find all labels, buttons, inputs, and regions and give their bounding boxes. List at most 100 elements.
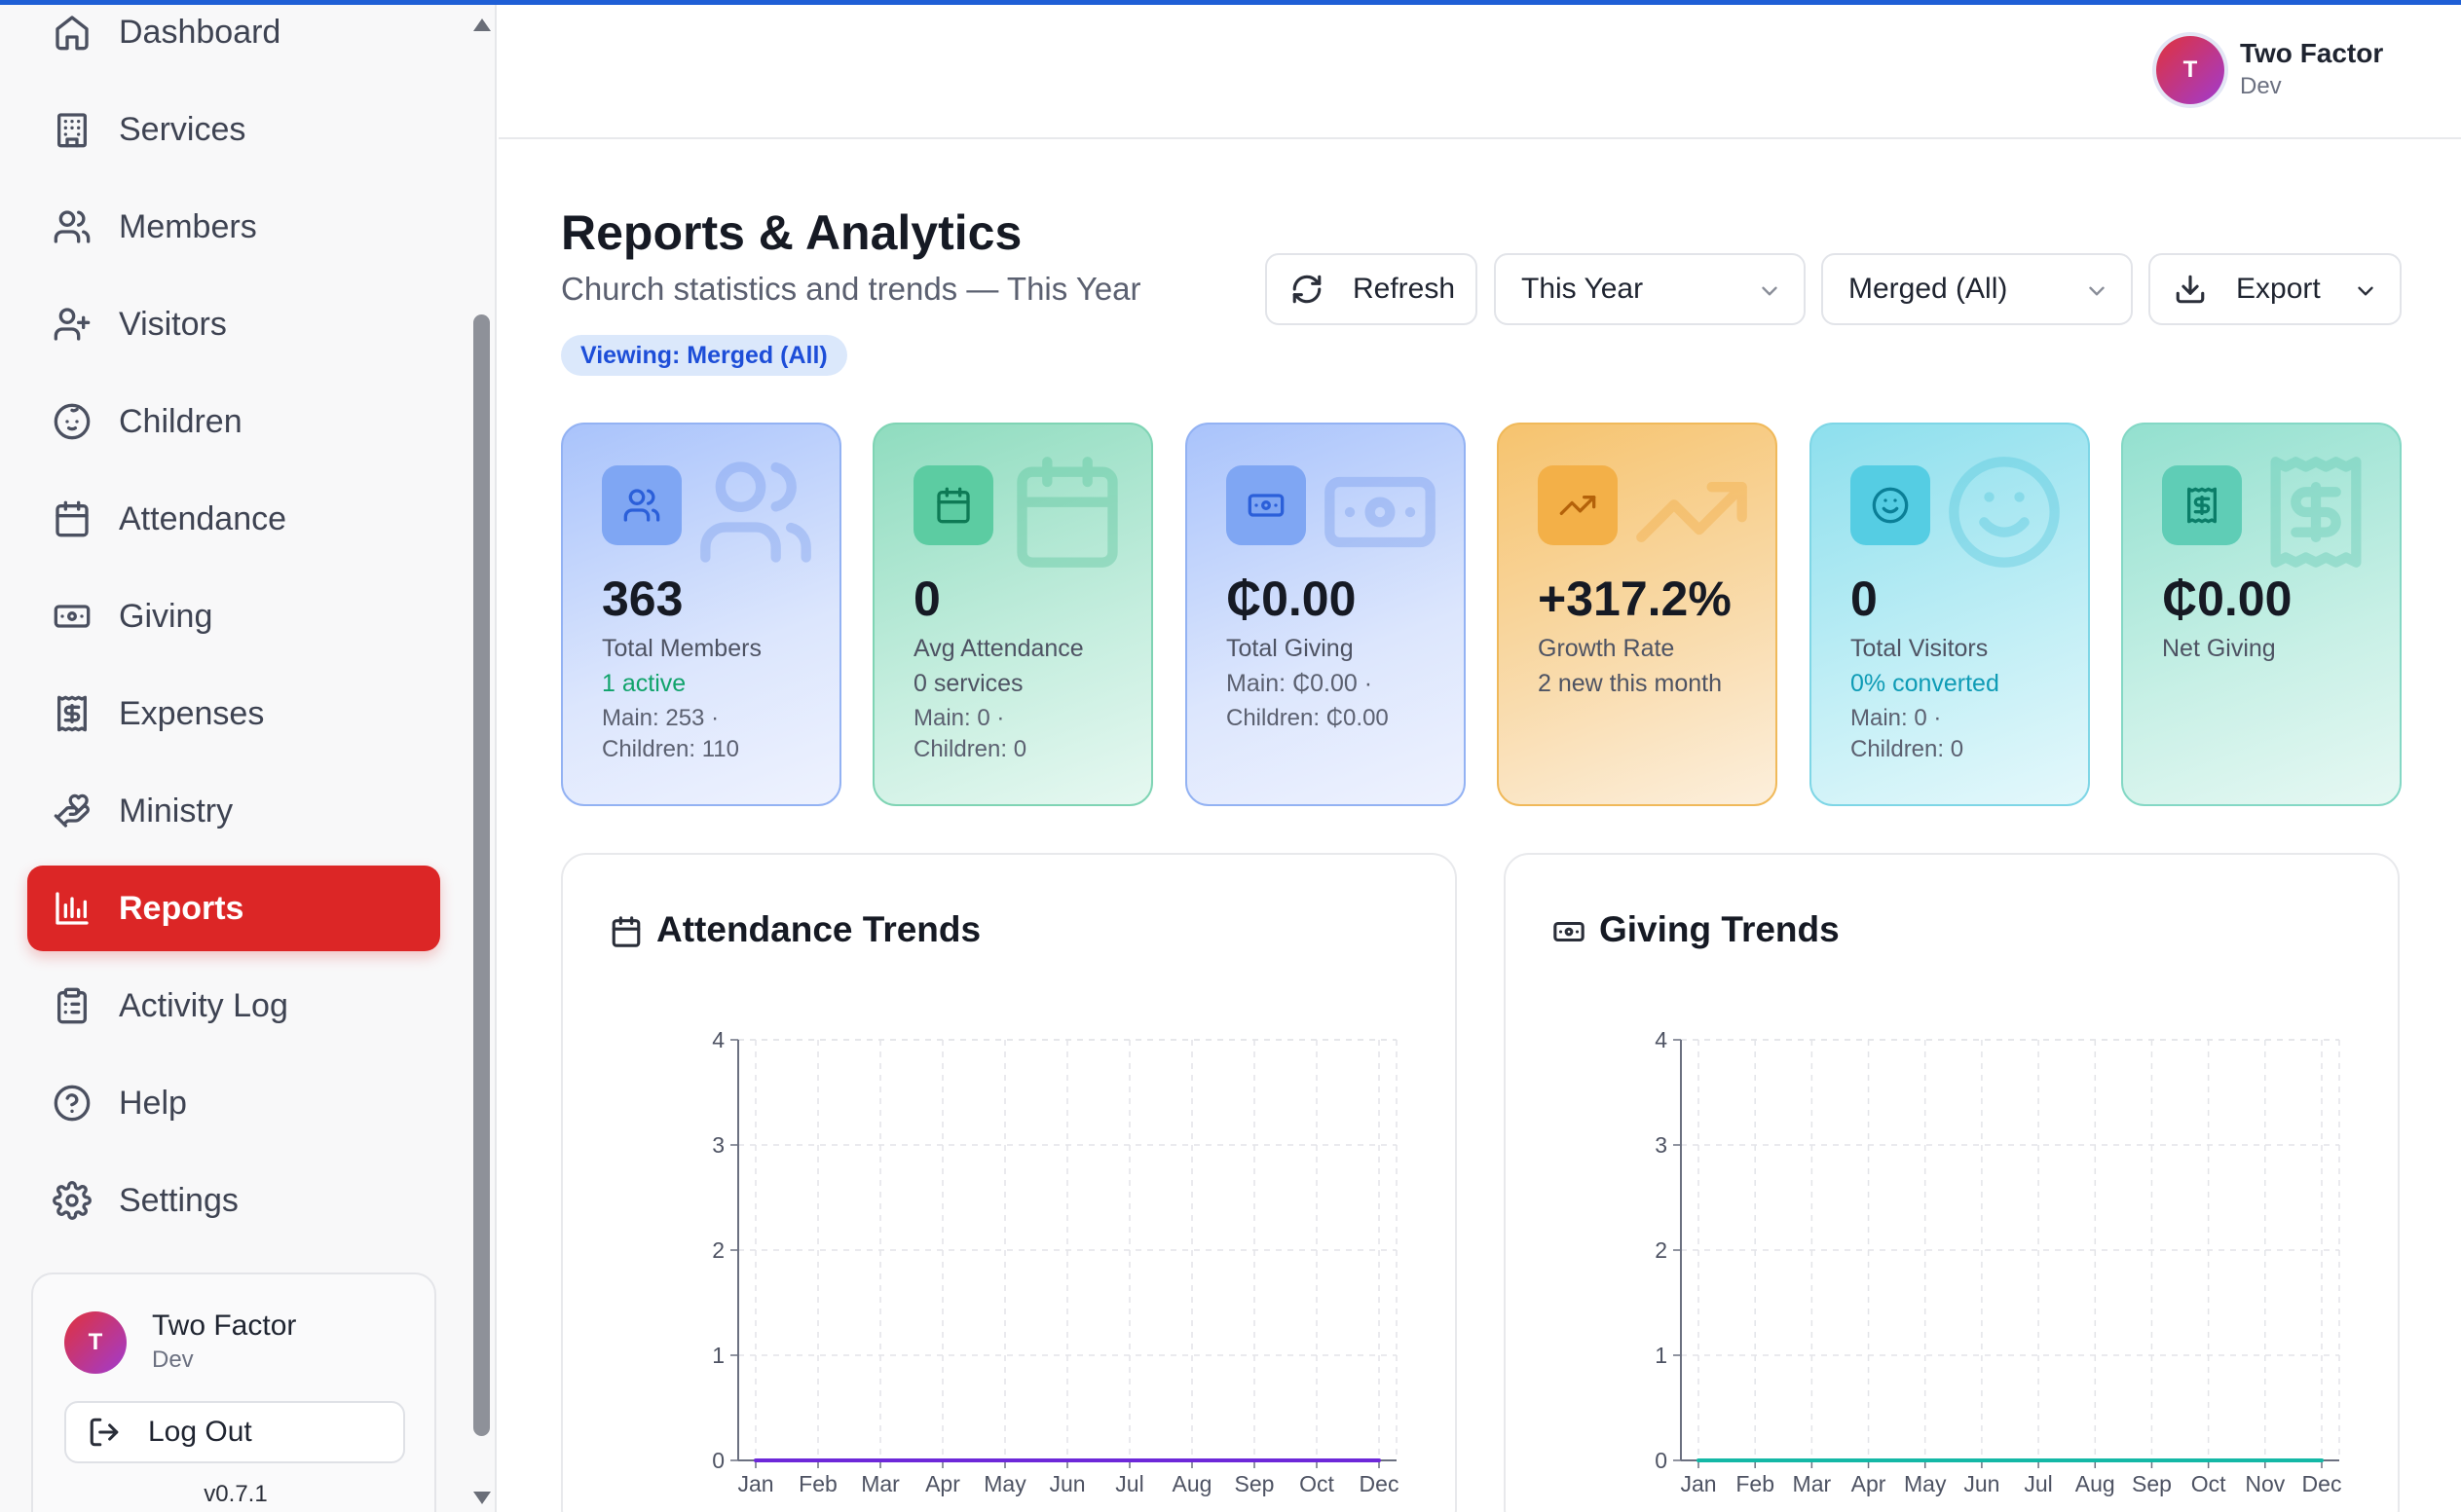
y-tick-label: 1 (1655, 1343, 1667, 1368)
header-user-role: Dev (2240, 73, 2282, 99)
x-tick-label: Mar (861, 1471, 900, 1496)
sidebar-item-giving[interactable]: Giving (27, 573, 440, 659)
data-point (1315, 1458, 1319, 1462)
sidebar-item-attendance[interactable]: Attendance (27, 476, 440, 562)
refresh-icon (1292, 275, 1322, 304)
sidebar-item-activity-log[interactable]: Activity Log (27, 963, 440, 1049)
banknote-watermark-icon (1320, 452, 1440, 572)
app-version: v0.7.1 (204, 1481, 268, 1507)
gear-icon (51, 1179, 93, 1222)
data-point (1922, 1458, 1927, 1462)
chevron-down-icon (2358, 286, 2373, 296)
stat-detail: 0 services (914, 670, 1024, 697)
users-watermark-icon (695, 452, 816, 572)
scope-select[interactable]: Merged (All) (1821, 253, 2133, 325)
calendar-icon (51, 498, 93, 540)
sidebar-item-label: Settings (119, 1181, 239, 1219)
banknote-icon (1552, 915, 1585, 948)
calendar-watermark-icon (1007, 452, 1128, 572)
refresh-label: Refresh (1353, 273, 1456, 305)
sidebar-item-settings[interactable]: Settings (27, 1158, 440, 1243)
smile-watermark-icon (1944, 452, 2065, 572)
x-tick-label: Feb (799, 1471, 838, 1496)
stat-label: Total Visitors (1850, 635, 1989, 662)
x-tick-label: Jul (2024, 1471, 2052, 1496)
stat-value: 0 (1850, 572, 1878, 626)
stat-card-growth-rate: +317.2% Growth Rate 2 new this month (1497, 423, 1777, 806)
x-tick-label: May (1904, 1471, 1947, 1496)
help-circle-icon (51, 1082, 93, 1125)
sidebar-item-help[interactable]: Help (27, 1060, 440, 1146)
data-point (1128, 1458, 1132, 1462)
sidebar-item-label: Services (119, 110, 246, 148)
sidebar-item-members[interactable]: Members (27, 184, 440, 270)
scroll-down-arrow-icon[interactable] (473, 1492, 491, 1504)
data-point (2206, 1458, 2211, 1462)
users-icon (51, 205, 93, 248)
stat-detail: Main: 0 · (914, 705, 1005, 731)
stat-label: Total Members (602, 635, 762, 662)
data-point (1866, 1458, 1871, 1462)
data-point (2320, 1458, 2324, 1462)
x-tick-label: Jan (737, 1471, 773, 1496)
giving-chart: 0 1 2 3 4 Jan Feb Mar Apr May Jun Jul Aug Sep Oct Nov De… (1655, 1027, 2342, 1496)
x-tick-label: Aug (2075, 1471, 2115, 1496)
sidebar-item-visitors[interactable]: Visitors (27, 281, 440, 367)
data-point (1697, 1458, 1700, 1462)
sidebar-user-card: T Two Factor Dev Log Out v0.7.1 (31, 1272, 436, 1512)
y-tick-label: 2 (712, 1237, 725, 1263)
data-point (1377, 1458, 1381, 1462)
y-tick-label: 4 (1655, 1027, 1667, 1052)
page-title: Reports & Analytics (561, 205, 1023, 260)
period-select-value: This Year (1521, 273, 1644, 305)
sidebar-item-expenses[interactable]: Expenses (27, 671, 440, 756)
user-plus-icon (51, 303, 93, 346)
scrollbar-thumb[interactable] (473, 314, 490, 1436)
data-point (1753, 1458, 1758, 1462)
stat-value: ₵0.00 (1226, 572, 1357, 626)
user-role: Dev (152, 1346, 194, 1373)
stat-detail: Children: 0 (914, 736, 1027, 762)
x-tick-label: Sep (1235, 1471, 1275, 1496)
export-button[interactable]: Export (2148, 253, 2402, 325)
stat-card-total-giving: ₵0.00 Total Giving Main: ₵0.00 · Children: … (1185, 423, 1466, 806)
y-tick-label: 1 (712, 1343, 725, 1368)
stat-label: Net Giving (2162, 635, 2276, 662)
x-tick-label: Jul (1115, 1471, 1143, 1496)
stat-card-total-members: 363 Total Members 1 active Main: 253 · Child… (561, 423, 841, 806)
sidebar-item-services[interactable]: Services (27, 87, 440, 172)
stat-value: 363 (602, 572, 684, 626)
x-tick-label: Apr (925, 1471, 960, 1496)
sidebar-item-dashboard[interactable]: Dashboard (27, 0, 440, 75)
x-tick-label: Dec (2302, 1471, 2342, 1496)
data-point (2262, 1458, 2267, 1462)
x-tick-label: Feb (1735, 1471, 1774, 1496)
export-label: Export (2236, 273, 2321, 305)
data-point (816, 1458, 820, 1462)
sidebar-item-reports[interactable]: Reports (27, 866, 440, 951)
stat-card-avg-attendance: 0 Avg Attendance 0 services Main: 0 · Childr… (873, 423, 1153, 806)
chevron-down-icon (1762, 286, 1777, 296)
header-user-name[interactable]: Two Factor (2240, 38, 2384, 68)
sidebar-item-ministry[interactable]: Ministry (27, 768, 440, 854)
sidebar-item-label: Expenses (119, 694, 265, 732)
scroll-up-arrow-icon[interactable] (473, 18, 491, 31)
sidebar-item-label: Help (119, 1084, 187, 1122)
data-point (1190, 1458, 1194, 1462)
x-tick-label: Apr (1851, 1471, 1886, 1496)
refresh-button[interactable]: Refresh (1265, 253, 1477, 325)
clipboard-icon (51, 984, 93, 1027)
data-point (2093, 1458, 2098, 1462)
header-avatar[interactable]: T (2156, 36, 2224, 104)
sidebar-item-children[interactable]: Children (27, 379, 440, 464)
period-select[interactable]: This Year (1494, 253, 1806, 325)
stat-detail: Main: 0 · (1850, 705, 1942, 731)
data-point (1979, 1458, 1984, 1462)
y-tick-label: 0 (1655, 1448, 1667, 1473)
dollar-receipt-watermark-icon (2256, 452, 2376, 572)
logout-button[interactable]: Log Out (64, 1401, 405, 1463)
stat-detail: Children: 110 (602, 736, 739, 762)
y-tick-label: 2 (1655, 1237, 1667, 1263)
banknote-icon (51, 595, 93, 638)
x-tick-label: Aug (1173, 1471, 1212, 1496)
